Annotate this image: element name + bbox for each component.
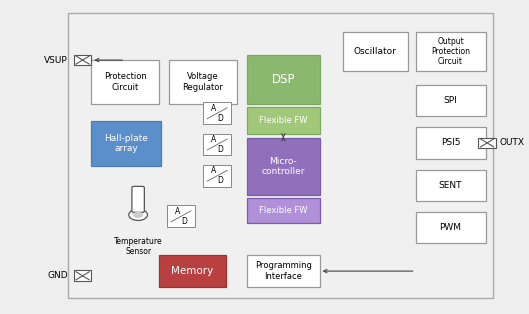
Text: D: D [181, 217, 187, 226]
Bar [203, 133, 232, 155]
Bar [416, 170, 486, 201]
Text: A: A [211, 104, 216, 113]
Bar [203, 165, 232, 187]
Bar [92, 121, 161, 166]
Text: Memory: Memory [171, 266, 214, 276]
Bar [416, 212, 486, 243]
Text: DSP: DSP [271, 73, 295, 86]
Bar [343, 32, 408, 71]
Bar [416, 127, 486, 159]
Circle shape [129, 209, 148, 220]
Bar [169, 60, 236, 104]
Bar [247, 138, 320, 194]
Text: A: A [211, 166, 216, 176]
Text: GND: GND [48, 271, 68, 280]
Text: SENT: SENT [439, 181, 462, 190]
Text: PSI5: PSI5 [441, 138, 460, 148]
Bar [167, 205, 195, 227]
Text: D: D [218, 176, 224, 185]
Text: Output
Protection
Circuit: Output Protection Circuit [431, 37, 470, 66]
Bar [247, 198, 320, 223]
Text: D: D [218, 145, 224, 154]
Text: Flexible FW: Flexible FW [259, 116, 307, 125]
Text: Micro-
controller: Micro- controller [261, 157, 305, 176]
Text: VSUP: VSUP [44, 56, 68, 65]
Text: Programming
Interface: Programming Interface [255, 261, 312, 281]
Bar [74, 270, 92, 281]
Text: OUTX: OUTX [499, 138, 524, 148]
Text: SPI: SPI [444, 96, 458, 105]
Bar [159, 256, 226, 287]
Text: Voltage
Regulator: Voltage Regulator [183, 72, 223, 92]
Text: Temperature
Sensor: Temperature Sensor [114, 237, 162, 256]
Text: Protection
Circuit: Protection Circuit [104, 72, 147, 92]
Bar [68, 13, 494, 298]
Bar [247, 107, 320, 133]
Bar [247, 55, 320, 104]
Text: Hall-plate
array: Hall-plate array [105, 134, 149, 154]
Circle shape [133, 212, 143, 218]
Text: D: D [218, 114, 224, 122]
Text: Flexible FW: Flexible FW [259, 206, 307, 215]
Bar [203, 102, 232, 124]
Text: A: A [175, 207, 180, 216]
Bar [416, 32, 486, 71]
Bar [247, 256, 320, 287]
Bar [74, 55, 92, 65]
Bar [478, 138, 496, 148]
Text: PWM: PWM [440, 223, 462, 232]
Text: A: A [211, 135, 216, 144]
Bar [416, 85, 486, 116]
Text: Oscillator: Oscillator [354, 47, 397, 56]
Bar [92, 60, 159, 104]
FancyBboxPatch shape [132, 187, 144, 212]
